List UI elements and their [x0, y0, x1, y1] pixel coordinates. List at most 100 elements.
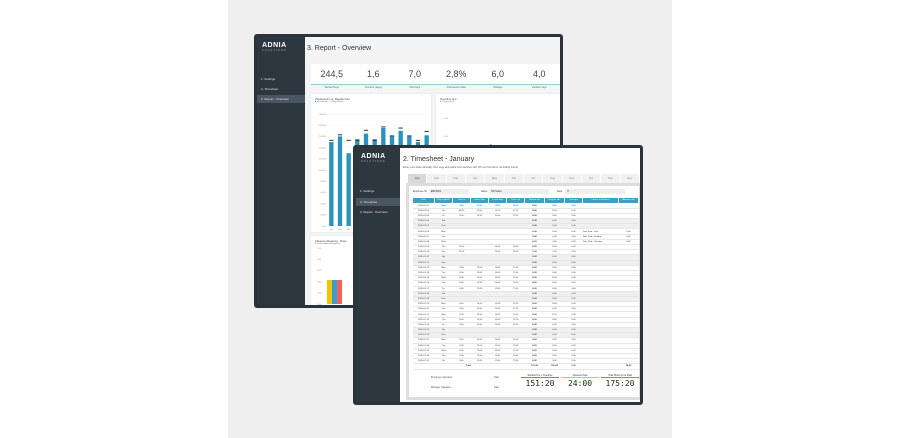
- table-cell[interactable]: 0:00: [544, 291, 565, 297]
- table-cell[interactable]: 0:00: [564, 348, 583, 354]
- table-cell[interactable]: 2020-01-29: [412, 348, 435, 354]
- table-cell[interactable]: 2020-01-04: [412, 218, 435, 225]
- table-cell[interactable]: 13:00: [488, 343, 507, 349]
- table-cell[interactable]: 7:00: [544, 249, 565, 256]
- table-cell[interactable]: 12:00: [470, 286, 489, 292]
- table-cell[interactable]: 0:00: [564, 249, 583, 256]
- table-cell[interactable]: [506, 332, 525, 339]
- table-cell[interactable]: [506, 218, 525, 225]
- table-cell[interactable]: 0:00: [564, 228, 583, 235]
- table-cell[interactable]: 17:00: [506, 270, 525, 277]
- table-cell[interactable]: 12:00: [470, 353, 489, 360]
- table-cell[interactable]: [582, 223, 619, 230]
- table-cell[interactable]: 8:00: [524, 208, 545, 214]
- table-cell[interactable]: [506, 291, 525, 297]
- table-cell[interactable]: 13:00: [488, 311, 507, 318]
- table-cell[interactable]: 8:00: [524, 353, 545, 360]
- table-cell[interactable]: 13:00: [488, 249, 507, 256]
- table-cell[interactable]: 8:00: [452, 317, 471, 323]
- table-cell[interactable]: 8:00: [524, 301, 545, 308]
- table-cell[interactable]: 7:00: [524, 249, 545, 256]
- table-cell[interactable]: 8:00: [452, 358, 471, 365]
- table-cell[interactable]: 0:00: [564, 223, 583, 230]
- table-cell[interactable]: [582, 358, 619, 365]
- table-cell[interactable]: 13:00: [488, 213, 507, 220]
- table-cell[interactable]: [582, 301, 619, 308]
- table-cell[interactable]: 0:00: [524, 296, 545, 303]
- table-cell[interactable]: 0:00: [564, 343, 583, 349]
- table-cell[interactable]: Tue: [434, 343, 453, 349]
- table-cell[interactable]: 8:00: [452, 301, 471, 308]
- table-cell[interactable]: [618, 301, 639, 308]
- table-cell[interactable]: 0:00: [564, 317, 583, 323]
- table-cell[interactable]: 0:00: [564, 296, 583, 303]
- table-cell[interactable]: [470, 332, 489, 339]
- table-cell[interactable]: [582, 208, 619, 214]
- table-cell[interactable]: Tue: [434, 270, 453, 277]
- table-cell[interactable]: 8:00: [544, 213, 565, 220]
- table-cell[interactable]: 12:00: [470, 348, 489, 354]
- table-cell[interactable]: 0:00: [524, 260, 545, 266]
- table-cell[interactable]: [488, 332, 507, 339]
- table-cell[interactable]: [470, 260, 489, 266]
- table-cell[interactable]: 13:00: [488, 203, 507, 209]
- table-cell[interactable]: 17:00: [506, 317, 525, 323]
- table-cell[interactable]: [582, 254, 619, 261]
- table-cell[interactable]: [488, 223, 507, 230]
- table-cell[interactable]: 0:00: [564, 203, 583, 209]
- table-cell[interactable]: Sat: [434, 218, 453, 225]
- nav-settings[interactable]: 1. Settings: [261, 77, 276, 81]
- table-cell[interactable]: 8:00: [452, 306, 471, 313]
- table-cell[interactable]: [582, 203, 619, 209]
- table-cell[interactable]: [618, 218, 639, 225]
- table-cell[interactable]: 2020-01-31: [412, 358, 435, 365]
- table-cell[interactable]: 0:00: [564, 280, 583, 287]
- table-cell[interactable]: 0:00: [544, 327, 565, 334]
- table-cell[interactable]: 2020-01-03: [412, 213, 435, 220]
- table-cell[interactable]: 0:00: [544, 239, 565, 246]
- table-cell[interactable]: 13:00: [488, 275, 507, 282]
- table-cell[interactable]: 8:00: [524, 348, 545, 354]
- table-cell[interactable]: [470, 291, 489, 297]
- table-cell[interactable]: Wed: [434, 203, 453, 209]
- table-cell[interactable]: 0:00: [524, 228, 545, 235]
- table-cell[interactable]: 8:00: [524, 286, 545, 292]
- table-cell[interactable]: 0:00: [524, 291, 545, 297]
- tab-oct[interactable]: Oct: [581, 174, 601, 183]
- table-cell[interactable]: 0:00: [564, 337, 583, 344]
- table-cell[interactable]: [618, 260, 639, 266]
- table-cell[interactable]: Tue: [434, 234, 453, 240]
- table-cell[interactable]: [470, 218, 489, 225]
- table-cell[interactable]: 0:00: [564, 213, 583, 220]
- table-cell[interactable]: 8:00: [452, 265, 471, 271]
- table-cell[interactable]: [582, 343, 619, 349]
- table-cell[interactable]: [618, 280, 639, 287]
- table-cell[interactable]: [506, 239, 525, 246]
- table-cell[interactable]: 0:00: [564, 254, 583, 261]
- table-cell[interactable]: 0:00: [564, 327, 583, 334]
- table-cell[interactable]: [470, 239, 489, 246]
- table-cell[interactable]: 13:00: [488, 322, 507, 329]
- table-cell[interactable]: 0:00: [544, 228, 565, 235]
- table-cell[interactable]: 17:00: [506, 311, 525, 318]
- table-cell[interactable]: 13:10: [488, 208, 507, 214]
- table-cell[interactable]: Wed: [434, 348, 453, 354]
- table-cell[interactable]: 17:00: [506, 213, 525, 220]
- table-cell[interactable]: [506, 260, 525, 266]
- table-cell[interactable]: [582, 291, 619, 297]
- table-cell[interactable]: Fri: [434, 358, 453, 365]
- table-cell[interactable]: 2020-01-10: [412, 249, 435, 256]
- table-cell[interactable]: 0:00: [544, 223, 565, 230]
- table-cell[interactable]: 8:00: [524, 337, 545, 344]
- table-cell[interactable]: 8:00: [544, 322, 565, 329]
- table-cell[interactable]: 8:00: [544, 265, 565, 271]
- table-cell[interactable]: 17:00: [506, 265, 525, 271]
- table-cell[interactable]: Sun: [434, 223, 453, 230]
- table-cell[interactable]: [488, 296, 507, 303]
- table-cell[interactable]: [506, 327, 525, 334]
- table-cell[interactable]: 8:00: [544, 311, 565, 318]
- table-cell[interactable]: 2020-01-11: [412, 254, 435, 261]
- table-cell[interactable]: 0:00: [544, 332, 565, 339]
- table-cell[interactable]: [452, 254, 471, 261]
- table-cell[interactable]: 0:00: [564, 265, 583, 271]
